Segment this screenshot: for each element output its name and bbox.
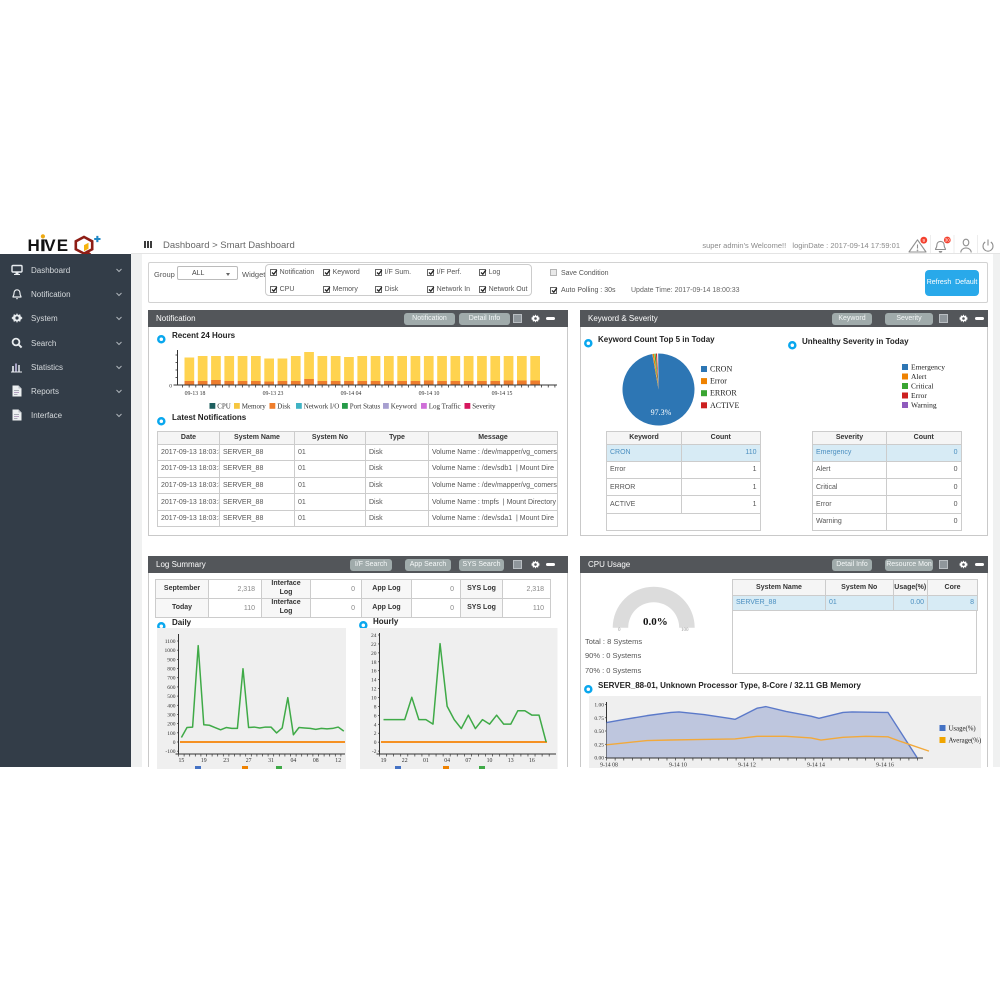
svg-text:09-13 18: 09-13 18 [185, 391, 206, 397]
svg-text:1000: 1000 [165, 648, 176, 654]
svg-text:500: 500 [167, 694, 176, 700]
svg-text:Severity: Severity [472, 403, 496, 411]
svg-text:0.50: 0.50 [594, 729, 604, 735]
svg-text:07: 07 [465, 758, 471, 764]
svg-text:20: 20 [371, 651, 377, 657]
svg-text:9-14 16: 9-14 16 [876, 763, 894, 769]
svg-text:Alert: Alert [911, 372, 927, 381]
svg-text:16: 16 [371, 669, 377, 675]
svg-text:Error: Error [710, 377, 727, 386]
svg-text:9-14 12: 9-14 12 [738, 763, 756, 769]
svg-text:100: 100 [167, 731, 176, 737]
svg-text:Memory: Memory [242, 403, 267, 411]
svg-text:0: 0 [173, 740, 176, 746]
svg-text:10: 10 [371, 696, 377, 702]
svg-text:1100: 1100 [165, 639, 176, 645]
svg-text:4: 4 [374, 722, 377, 728]
svg-text:V: V [44, 236, 56, 255]
svg-text:Emergency: Emergency [911, 364, 945, 372]
svg-text:Keyword: Keyword [391, 403, 418, 411]
svg-text:08: 08 [313, 758, 319, 764]
svg-text:2: 2 [374, 731, 377, 737]
svg-text:CRON: CRON [710, 366, 732, 374]
svg-text:16: 16 [529, 758, 535, 764]
svg-text:01: 01 [423, 758, 429, 764]
svg-text:14: 14 [371, 678, 377, 684]
svg-text:9-14 14: 9-14 14 [807, 763, 825, 769]
svg-text:Error: Error [911, 391, 927, 400]
svg-text:Port Status: Port Status [350, 403, 381, 411]
svg-text:300: 300 [167, 712, 176, 718]
svg-text:15: 15 [179, 758, 185, 764]
svg-text:31: 31 [268, 758, 274, 764]
svg-text:97.3%: 97.3% [651, 408, 672, 417]
svg-text:09-13 23: 09-13 23 [263, 391, 284, 397]
svg-text:19: 19 [201, 758, 207, 764]
svg-text:9-14 08: 9-14 08 [600, 763, 618, 769]
svg-text:27: 27 [246, 758, 252, 764]
svg-text:0: 0 [374, 740, 377, 746]
svg-text:400: 400 [167, 703, 176, 709]
svg-text:8: 8 [374, 704, 377, 710]
svg-text:600: 600 [167, 685, 176, 691]
svg-text:200: 200 [167, 722, 176, 728]
svg-text:22: 22 [371, 642, 377, 648]
svg-text:CPU: CPU [217, 403, 231, 411]
svg-text:04: 04 [291, 758, 297, 764]
svg-text:900: 900 [167, 657, 176, 663]
svg-text:E: E [57, 236, 68, 255]
svg-text:24: 24 [371, 633, 377, 639]
svg-text:-2: -2 [372, 749, 377, 755]
svg-text:H: H [28, 236, 40, 255]
svg-text:19: 19 [381, 758, 387, 764]
svg-text:09-14 10: 09-14 10 [419, 391, 440, 397]
svg-text:ERROR: ERROR [710, 389, 737, 398]
svg-text:Average(%): Average(%) [949, 738, 982, 745]
svg-text:-100: -100 [165, 749, 175, 755]
svg-text:12: 12 [335, 758, 341, 764]
svg-text:6: 6 [374, 713, 377, 719]
svg-text:22: 22 [402, 758, 408, 764]
svg-text:Warning: Warning [911, 400, 937, 409]
svg-text:1.00: 1.00 [594, 703, 604, 709]
svg-text:09-14 15: 09-14 15 [492, 391, 513, 397]
svg-text:700: 700 [167, 676, 176, 682]
svg-text:0.75: 0.75 [594, 716, 604, 722]
svg-text:09-14 04: 09-14 04 [341, 391, 362, 397]
svg-text:9-14 10: 9-14 10 [669, 763, 687, 769]
svg-text:Disk: Disk [277, 403, 291, 411]
svg-text:800: 800 [167, 667, 176, 673]
svg-text:18: 18 [371, 660, 377, 666]
svg-text:ACTIVE: ACTIVE [710, 401, 739, 410]
svg-text:Log Traffic: Log Traffic [429, 403, 461, 411]
svg-text:10: 10 [487, 758, 493, 764]
svg-text:30: 30 [945, 238, 951, 243]
svg-text:9: 9 [923, 238, 926, 243]
svg-text:04: 04 [444, 758, 450, 764]
svg-text:Network I/O: Network I/O [304, 403, 340, 411]
svg-text:23: 23 [223, 758, 229, 764]
svg-text:0.00: 0.00 [594, 756, 604, 762]
svg-text:12: 12 [371, 687, 377, 693]
svg-text:0.25: 0.25 [594, 742, 604, 748]
svg-text:Usage(%): Usage(%) [949, 726, 976, 733]
svg-text:13: 13 [508, 758, 514, 764]
svg-text:Critical: Critical [911, 381, 934, 390]
svg-text:0: 0 [169, 384, 172, 390]
